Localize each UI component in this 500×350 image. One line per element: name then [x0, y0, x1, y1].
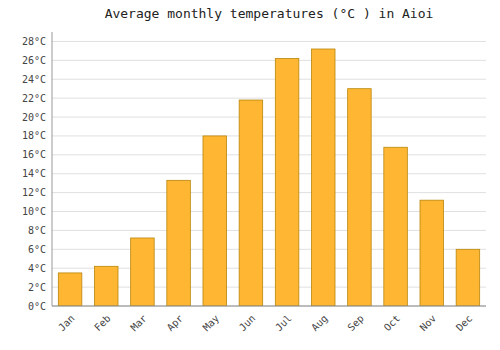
x-tick-label: Feb: [92, 313, 113, 334]
bar: [239, 100, 263, 306]
bars: [58, 49, 479, 306]
y-tick-label: 22°C: [22, 93, 46, 104]
bar: [203, 136, 227, 306]
grid-line: [52, 117, 486, 118]
bar: [384, 147, 408, 306]
y-tick-label: 20°C: [22, 112, 46, 123]
x-tick-label: Mar: [128, 313, 149, 334]
y-tick-label: 18°C: [22, 130, 46, 141]
grid-line: [52, 60, 486, 61]
grid-line: [52, 79, 486, 80]
bar: [275, 58, 299, 306]
bar: [348, 89, 372, 306]
grid-line: [52, 98, 486, 99]
grid-line: [52, 306, 486, 307]
grid-line: [52, 41, 486, 42]
y-tick-label: 4°C: [28, 263, 46, 274]
x-tick-label: Sep: [345, 313, 366, 334]
x-axis-line: [52, 306, 486, 307]
y-tick-label: 0°C: [28, 301, 46, 312]
chart-container: Average monthly temperatures (°C ) in Ai…: [0, 0, 500, 350]
x-tick-label: Jun: [237, 313, 258, 334]
bar: [311, 49, 335, 306]
x-tick-label: Nov: [418, 313, 439, 334]
y-tick-label: 28°C: [22, 36, 46, 47]
y-tick-label: 2°C: [28, 282, 46, 293]
y-tick-label: 12°C: [22, 187, 46, 198]
grid: [52, 41, 486, 306]
x-tick-label: Apr: [165, 313, 186, 334]
y-tick-label: 14°C: [22, 168, 46, 179]
x-tick-label: Jul: [273, 313, 294, 334]
grid-line: [52, 192, 486, 193]
y-axis-line: [52, 32, 53, 306]
bar: [94, 266, 118, 306]
x-tick-label: Oct: [382, 313, 403, 334]
grid-line: [52, 173, 486, 174]
title: Average monthly temperatures (°C ) in Ai…: [105, 6, 434, 21]
grid-line: [52, 135, 486, 136]
bar: [456, 249, 480, 306]
y-tick-label: 6°C: [28, 244, 46, 255]
bar: [167, 180, 191, 306]
chart-svg: Average monthly temperatures (°C ) in Ai…: [0, 0, 500, 350]
x-tick-label: Jan: [56, 313, 77, 334]
x-tick-label: Dec: [454, 313, 475, 334]
y-tick-label: 8°C: [28, 225, 46, 236]
y-tick-label: 26°C: [22, 55, 46, 66]
bar: [58, 273, 82, 306]
grid-line: [52, 154, 486, 155]
bar: [420, 200, 444, 306]
x-tick-label: May: [201, 313, 222, 334]
y-tick-label: 10°C: [22, 206, 46, 217]
x-tick-label: Aug: [309, 313, 330, 334]
y-tick-label: 24°C: [22, 74, 46, 85]
bar: [131, 238, 155, 306]
y-tick-label: 16°C: [22, 149, 46, 160]
